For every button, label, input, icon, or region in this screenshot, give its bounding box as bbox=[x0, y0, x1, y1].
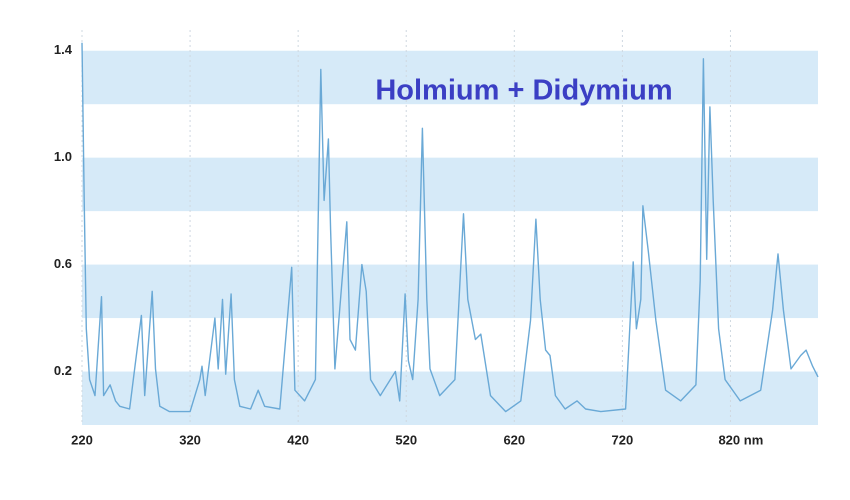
plot bbox=[81, 42, 819, 413]
grid-band bbox=[82, 264, 818, 319]
labels: 0.2 0.6 1.0 1.4 220 320 420 520 620 720 820 nm bbox=[54, 42, 763, 447]
x-tick-label: 220 bbox=[71, 432, 93, 447]
chart-title: Holmium + Didymium bbox=[375, 75, 672, 107]
x-tick-label: 420 bbox=[287, 432, 309, 447]
grid bbox=[81, 30, 731, 425]
grid-band bbox=[82, 371, 818, 425]
bands bbox=[82, 50, 818, 425]
x-tick-label: 820 nm bbox=[718, 432, 763, 447]
x-tick-label: 520 bbox=[395, 432, 417, 447]
y-tick-label: 0.2 bbox=[54, 363, 72, 378]
y-tick-label: 1.0 bbox=[54, 149, 72, 164]
x-tick-label: 320 bbox=[179, 432, 201, 447]
x-tick-label: 620 bbox=[503, 432, 525, 447]
x-tick-label: 720 bbox=[612, 432, 634, 447]
grid-band bbox=[82, 157, 818, 212]
grid-band bbox=[82, 50, 818, 105]
y-tick-label: 0.6 bbox=[54, 256, 72, 271]
y-tick-label: 1.4 bbox=[54, 42, 73, 57]
spectrum-line bbox=[81, 42, 819, 413]
